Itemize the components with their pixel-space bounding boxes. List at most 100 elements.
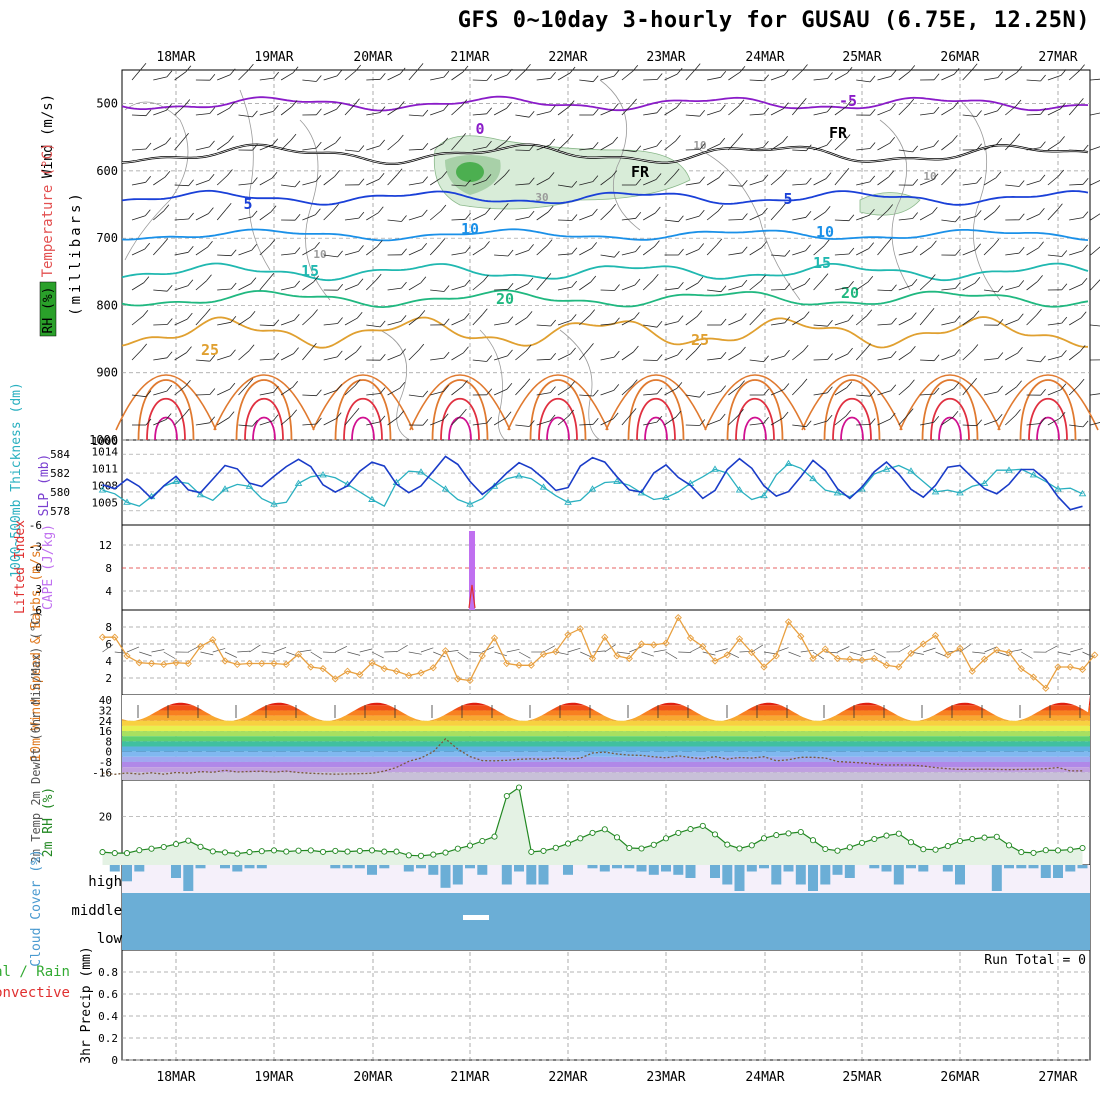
wind-barb-flag (1061, 350, 1067, 357)
wind-barb (1047, 254, 1062, 257)
boundary-layer-contour (997, 374, 1099, 431)
wind-barb-flag (268, 273, 275, 280)
wind-barb (557, 253, 572, 256)
thickness-point (441, 485, 450, 492)
wind-barb (216, 175, 228, 186)
thickness-point (98, 486, 107, 493)
cloud-high-bar (624, 865, 635, 869)
wind-barb-flag (465, 179, 471, 187)
wind-barb (536, 144, 550, 151)
wind-barb (408, 182, 423, 186)
li-tick-label: 0 (35, 562, 42, 575)
cape-tick-label: 4 (105, 585, 112, 598)
wind10m-barb (678, 651, 692, 653)
wind-barb (430, 357, 445, 361)
wind-barb (366, 112, 381, 116)
wind-barb (1047, 322, 1062, 326)
panel1-ylabel: Wind (m/s) Temperature (°C) RH (%) (mill… (39, 94, 84, 337)
boundary-layer-contour (529, 379, 587, 441)
pressure-tick-label: 600 (96, 164, 118, 178)
wind-barb-flag (1040, 355, 1046, 363)
cloud-high-bar (342, 865, 353, 869)
wind-speed-point (588, 654, 597, 663)
wind-barb-flag (248, 344, 255, 352)
wind-barb (856, 248, 869, 256)
wind-barb (941, 416, 954, 426)
wind-barb-flag (571, 247, 578, 255)
wind-barb-flag (635, 245, 641, 252)
wind-barb-flag (1080, 311, 1087, 319)
wind-speed-point (405, 671, 413, 680)
cloud-high-bar (1040, 865, 1051, 878)
wind-barb (941, 107, 954, 116)
isotherm-label: FR (829, 124, 848, 142)
wind-barb (919, 314, 930, 326)
panel-frame (121, 949, 1091, 1061)
cloud-high-bar (403, 865, 414, 872)
boundary-layer-contour (704, 374, 806, 431)
wind-barb-flag (997, 104, 1003, 112)
wind-barb-flag (569, 66, 576, 74)
wind-barb-flag (1016, 66, 1023, 73)
wind-speed-point (258, 659, 266, 668)
wind-speed-point (1029, 673, 1038, 681)
wind-barb-flag (720, 318, 727, 326)
thickness-point (515, 472, 523, 479)
wind-barb-flag (673, 168, 680, 176)
wind-barb (174, 218, 189, 221)
rh2m-point (638, 845, 645, 852)
wind-barb-flag (252, 110, 258, 118)
wind-barb-flag (358, 211, 365, 219)
wind-barb-flag (443, 285, 450, 292)
wind-barb (259, 358, 274, 361)
cloud-high-bar (844, 865, 855, 878)
wind-barb (898, 104, 909, 116)
wind10m-barb (800, 649, 814, 653)
boundary-layer-contour (930, 398, 970, 441)
rh2m-point (773, 832, 780, 839)
wind-barb-flag (485, 174, 492, 181)
wind-speed-point (380, 665, 388, 673)
wind-barb-flag (208, 173, 215, 181)
wind-barb (217, 74, 231, 81)
wind10m-barb (273, 646, 287, 653)
wind-barb-flag (631, 98, 637, 106)
wind-barb-flag (571, 280, 578, 288)
wind-speed-point (662, 639, 670, 647)
wind-barb-flag (422, 176, 429, 183)
cloud-high-bar (428, 865, 439, 875)
wind-barb-flag (183, 133, 189, 140)
wind-barb-flag (354, 379, 361, 386)
wind-barb-flag (486, 140, 492, 148)
wind-barb-flag (526, 311, 533, 318)
rh2m-point (209, 848, 216, 855)
wind-barb-flag (695, 344, 702, 351)
wind-barb-flag (592, 208, 598, 216)
wind-speed-point (417, 669, 425, 677)
panel7-ylabel: Cloud Cover (%) high middle low (29, 849, 123, 966)
wind-barb-flag (678, 248, 684, 256)
wind-speed-point (564, 631, 572, 639)
wind-barb (217, 321, 231, 326)
wind-barb (877, 418, 891, 426)
wind-barb (983, 177, 997, 186)
wind-barb-flag (971, 63, 978, 71)
temp-band (122, 731, 1090, 737)
rh2m-point (136, 847, 143, 854)
wind-barb-flag (204, 308, 211, 315)
wind-barb (1026, 180, 1041, 186)
wind-barb (579, 181, 593, 186)
isotherm-label: 0 (475, 120, 484, 138)
wind-barb-flag (825, 172, 832, 179)
wind-barb (366, 421, 380, 426)
wind-barb-flag (528, 110, 535, 118)
wind-barb (770, 74, 785, 81)
wind-barb (664, 287, 679, 291)
wind-barb-flag (229, 101, 235, 109)
wind-barb-flag (739, 65, 746, 73)
rh2m-point (883, 832, 890, 839)
wind-barb-flag (186, 346, 192, 353)
wind-barb (302, 247, 315, 256)
wind-barb (728, 219, 743, 221)
boundary-layer-contour (899, 374, 1001, 431)
